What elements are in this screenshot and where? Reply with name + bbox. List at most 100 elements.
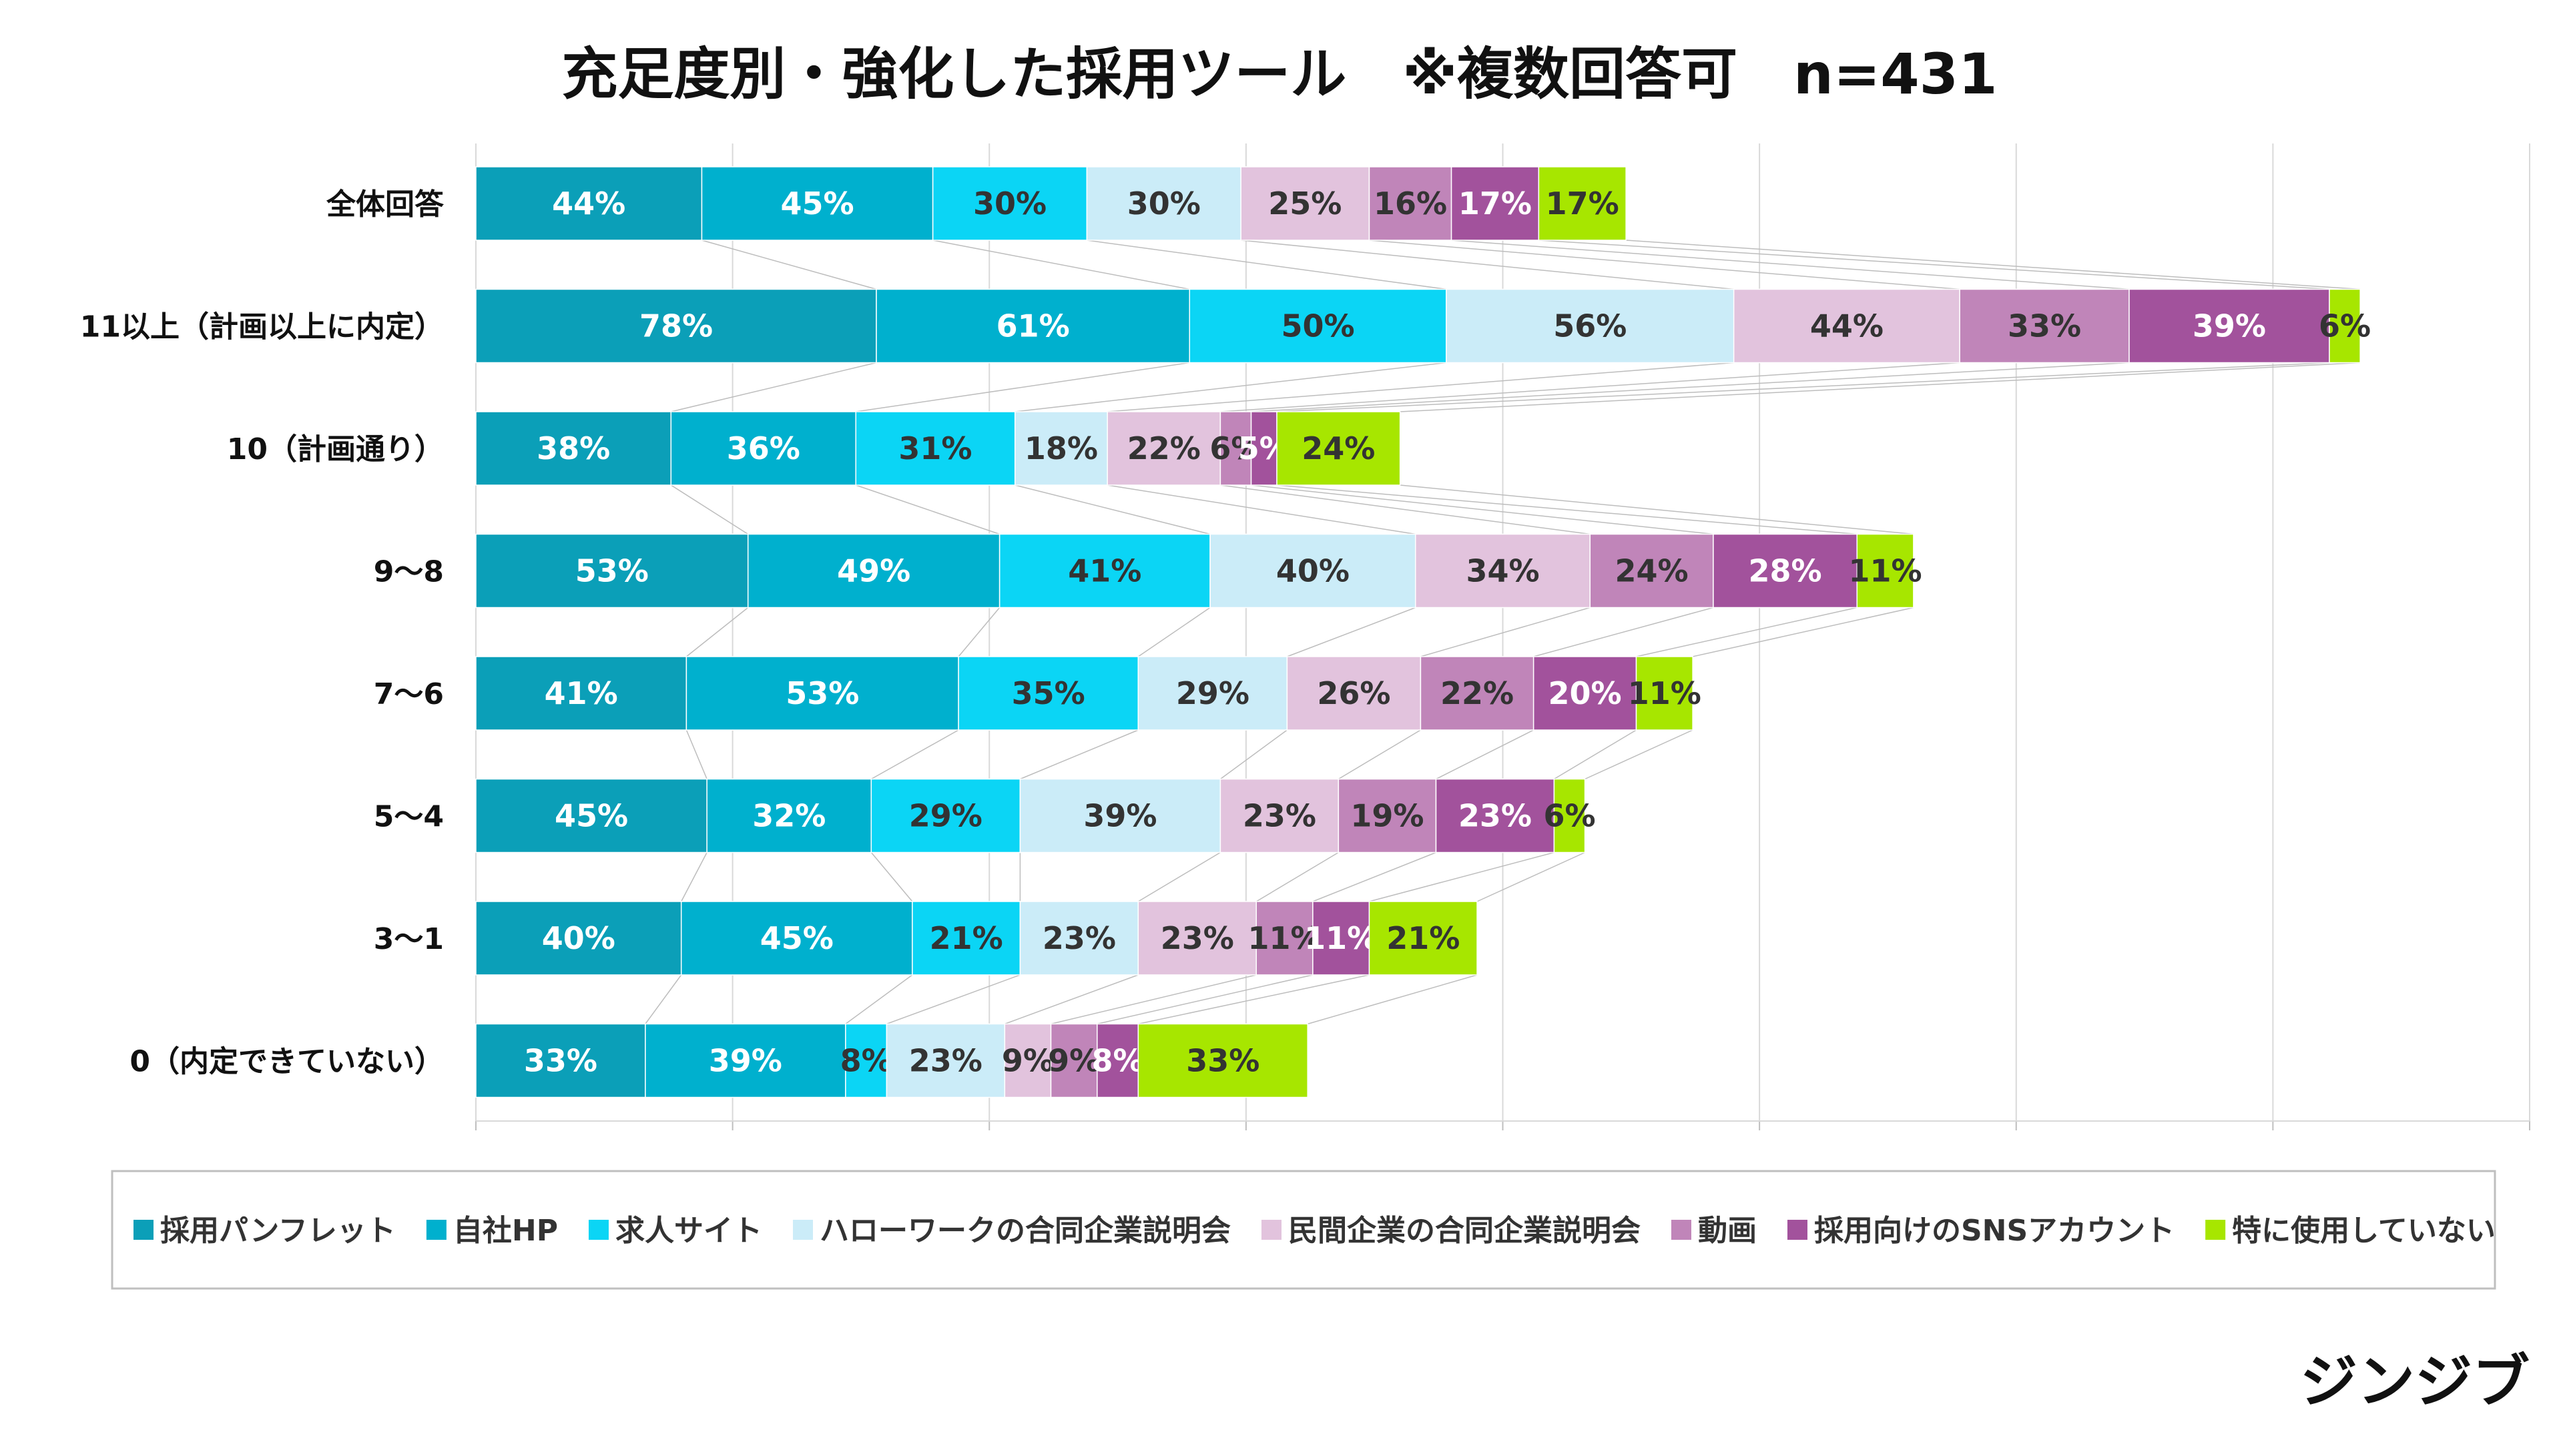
series-line [1533, 607, 1714, 657]
series-line [870, 729, 959, 780]
series-line [1538, 240, 2330, 290]
series-line [670, 484, 749, 535]
data-label: 11% [1248, 920, 1322, 956]
legend-label: 民間企業の合同企業説明会 [1288, 1214, 1641, 1248]
data-label: 49% [837, 553, 910, 589]
data-label: 16% [1374, 186, 1447, 222]
data-label: 32% [752, 798, 826, 834]
legend-swatch [2205, 1220, 2226, 1240]
data-label: 29% [909, 798, 982, 834]
bar-segment [870, 778, 1021, 853]
series-line [1255, 851, 1339, 902]
legend-swatch [426, 1220, 447, 1240]
series-line [845, 974, 913, 1025]
data-label: 9% [1002, 1043, 1054, 1079]
chart-title: 充足度別・強化した採用ツール ※複数回答可 n=431 [561, 41, 1997, 107]
legend-label: 採用向けのSNSアカウント [1814, 1214, 2175, 1248]
category-label: 5～4 [374, 800, 444, 834]
bar-segment [670, 411, 856, 486]
bar-segment [1276, 411, 1401, 486]
legend-swatch [588, 1220, 609, 1240]
bar-segment [1086, 166, 1241, 241]
bar-segment [1286, 656, 1422, 731]
bar-segment [1219, 411, 1252, 486]
bar-segment [701, 166, 934, 241]
bar-segment [1014, 411, 1108, 486]
bar-segment [1713, 533, 1858, 609]
series-line [1636, 607, 1858, 657]
data-label: 40% [1276, 553, 1350, 589]
data-label: 22% [1127, 430, 1201, 466]
bar-segment [1097, 1023, 1139, 1098]
bar-segment [475, 656, 687, 731]
data-label: 39% [2193, 308, 2266, 344]
series-line [1287, 607, 1416, 657]
series-line [681, 852, 707, 902]
data-label: 18% [1025, 430, 1098, 466]
bar-segment [1959, 288, 2130, 364]
data-label: 24% [1302, 430, 1375, 466]
bar-segment [999, 533, 1211, 609]
data-label: 17% [1458, 186, 1532, 222]
series-line [1251, 362, 2130, 412]
data-label: 28% [1749, 553, 1822, 589]
bar-segment [1446, 288, 1735, 364]
data-label: 20% [1548, 675, 1622, 711]
bar-segment [1209, 533, 1416, 609]
series-line [1138, 974, 1370, 1025]
category-label: 11以上（計画以上に内定） [80, 310, 444, 344]
data-label: 44% [552, 186, 625, 222]
series-line [856, 362, 1190, 412]
legend-label: 動画 [1698, 1214, 1757, 1248]
legend-label: ハローワークの合同企業説明会 [820, 1214, 1231, 1248]
bar-segment [1019, 901, 1139, 976]
data-label: 8% [1092, 1043, 1144, 1079]
bar-segment [1050, 1023, 1098, 1098]
data-label: 44% [1810, 308, 1884, 344]
data-label: 61% [997, 308, 1070, 344]
series-line [932, 240, 1190, 290]
series-line [1369, 851, 1554, 902]
series-line [1307, 974, 1478, 1025]
series-line [1585, 729, 1693, 780]
category-label: 7～6 [374, 677, 444, 711]
bar-segment [1004, 1023, 1052, 1098]
legend-swatch [1261, 1220, 1282, 1240]
series-line [886, 974, 1021, 1025]
series-line [1451, 240, 2130, 290]
category-label: 10（計画通り） [227, 432, 444, 466]
legend-label: 採用パンフレット [160, 1214, 396, 1248]
data-label: 39% [709, 1043, 782, 1079]
series-line [1015, 362, 1446, 412]
data-label: 11% [1628, 675, 1701, 711]
series-line [1137, 851, 1221, 902]
data-label: 21% [1386, 920, 1460, 956]
data-label: 22% [1440, 675, 1514, 711]
bar-segment [2329, 288, 2361, 364]
data-label: 31% [898, 430, 972, 466]
series-line [1137, 607, 1211, 657]
data-label: 23% [1043, 920, 1116, 956]
category-label: 0（内定できていない） [129, 1045, 444, 1079]
data-label: 30% [1127, 186, 1201, 222]
bar-segment [1255, 901, 1314, 976]
bar-segment [876, 288, 1191, 364]
series-line [1400, 362, 2361, 412]
data-label: 45% [780, 186, 854, 222]
category-label: 全体回答 [326, 188, 445, 222]
bar-segment [1553, 778, 1586, 853]
data-label: 29% [1176, 675, 1249, 711]
bar-segment [1435, 778, 1555, 853]
series-line [1107, 362, 1734, 412]
bar-segment [1107, 411, 1221, 486]
data-label: 25% [1268, 186, 1342, 222]
bar-segment [1137, 901, 1257, 976]
data-label: 33% [1186, 1043, 1259, 1079]
legend-label: 自社HP [453, 1214, 558, 1248]
series-line [645, 974, 682, 1024]
bar-segment [1219, 778, 1340, 853]
series-line [1312, 851, 1436, 902]
series-line [1276, 362, 2330, 412]
data-label: 23% [1161, 920, 1234, 956]
bar-segment [1368, 166, 1452, 241]
